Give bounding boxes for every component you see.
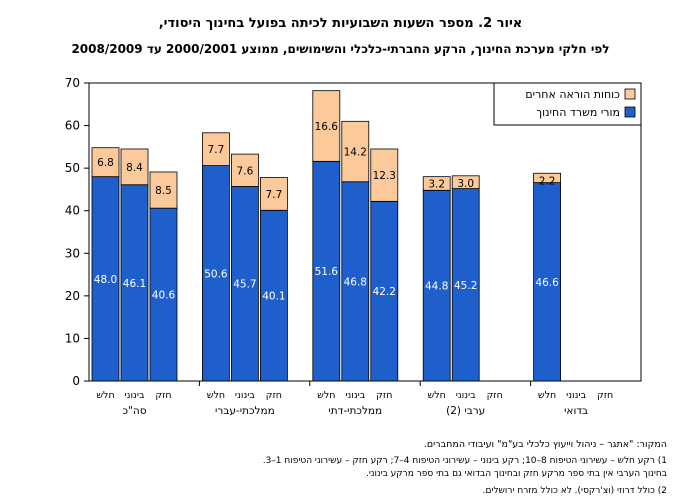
y-tick-label: 70 bbox=[65, 76, 80, 90]
data-label-base: 48.0 bbox=[94, 274, 117, 286]
y-tick-label: 50 bbox=[65, 161, 80, 175]
x-category-label: חלש bbox=[428, 390, 446, 401]
bar-base bbox=[312, 160, 341, 382]
data-label-top: 7.7 bbox=[266, 189, 283, 201]
bar-top bbox=[370, 148, 399, 202]
bar-top bbox=[120, 148, 149, 186]
x-category-label: חלש bbox=[538, 390, 556, 401]
bar-base bbox=[370, 200, 399, 382]
data-label-base: 50.6 bbox=[204, 268, 228, 280]
y-tick-label: 20 bbox=[65, 289, 80, 303]
bar-top bbox=[259, 177, 288, 211]
bar-base bbox=[91, 176, 120, 382]
stacked-bar-chart: 0 10 20 30 40 50 60 70 חלש 48.0 6.8 בינוני 46.1 8.4 חז… bbox=[65, 76, 642, 417]
data-label-top: 14.2 bbox=[344, 147, 367, 159]
data-label-base: 42.2 bbox=[373, 286, 396, 298]
bar-base bbox=[533, 182, 561, 382]
data-label-base: 45.2 bbox=[454, 280, 477, 292]
data-label-base: 46.1 bbox=[123, 278, 146, 290]
x-group-label: ממלכתי-דתי bbox=[328, 405, 382, 417]
data-label-top: 3.0 bbox=[457, 178, 474, 190]
x-group-label: סה"כ bbox=[122, 405, 146, 417]
x-category-label: חלש bbox=[317, 390, 335, 401]
legend-label: כוחות הוראה אחרים bbox=[525, 88, 620, 101]
chart-subtitle: לפי חלקי מערכת החינוך, הרקע החברתי-כלכלי… bbox=[71, 42, 610, 56]
source-note: המקור: "אתגר – ניהול וייעוץ כלכלי בע"מ" … bbox=[423, 439, 667, 450]
bar-base bbox=[422, 189, 451, 382]
data-label-base: 46.6 bbox=[535, 277, 559, 289]
legend-box bbox=[493, 82, 642, 126]
chart-title: איור 2. מספר השעות השבועיות לכיתה בפועל … bbox=[158, 16, 523, 31]
x-category-label: בינוני bbox=[345, 390, 365, 401]
legend-label: מורי משרד החינוך bbox=[536, 106, 620, 119]
bar-top bbox=[201, 132, 230, 166]
data-label-top: 2.2 bbox=[539, 175, 556, 187]
x-category-label: בינוני bbox=[125, 390, 145, 401]
data-label-base: 40.1 bbox=[262, 291, 285, 303]
x-category-label: חזק bbox=[597, 390, 613, 401]
y-tick-label: 0 bbox=[72, 374, 80, 388]
data-label-base: 40.6 bbox=[152, 290, 176, 302]
x-category-label: חזק bbox=[487, 390, 503, 401]
y-tick-label: 30 bbox=[65, 246, 80, 260]
data-label-top: 6.8 bbox=[97, 157, 114, 169]
bar-top bbox=[422, 176, 451, 191]
data-label-top: 8.5 bbox=[155, 185, 172, 197]
x-category-label: חזק bbox=[376, 390, 392, 401]
footnote-1-line-2: בחינוך הערבי אין בתי ספר מרקע חזק ובחינו… bbox=[366, 469, 667, 479]
x-group-label: בדואי bbox=[564, 405, 588, 417]
data-label-top: 7.7 bbox=[208, 144, 225, 156]
x-category-label: חלש bbox=[96, 390, 114, 401]
data-label-base: 45.7 bbox=[233, 279, 256, 291]
bar-top bbox=[312, 90, 341, 162]
data-label-base: 44.8 bbox=[425, 281, 448, 293]
x-category-label: חלש bbox=[207, 390, 225, 401]
data-label-top: 12.3 bbox=[373, 170, 396, 182]
x-category-label: חזק bbox=[155, 390, 171, 401]
data-label-base: 51.6 bbox=[315, 266, 339, 278]
footnote-1-line-1: 1) רקע חלש – עשירוני הטיפוח 8–10; רקע בי… bbox=[262, 456, 667, 466]
x-category-label: בינוני bbox=[235, 390, 255, 401]
bar-base bbox=[149, 207, 178, 382]
y-tick-label: 40 bbox=[65, 204, 80, 218]
legend-swatch bbox=[624, 106, 636, 118]
legend-swatch bbox=[624, 88, 636, 100]
data-label-top: 16.6 bbox=[315, 121, 339, 133]
bar-base bbox=[120, 184, 149, 382]
bar-base bbox=[451, 188, 480, 382]
bar-base bbox=[201, 165, 230, 382]
bar-top bbox=[451, 175, 480, 189]
bar-base bbox=[259, 209, 288, 382]
data-label-base: 46.8 bbox=[344, 276, 367, 288]
x-category-label: חזק bbox=[266, 390, 282, 401]
bar-base bbox=[341, 181, 370, 382]
bar-top bbox=[341, 120, 370, 183]
footnote-2: 2) כולל דרוזי (וצ'רקסי). לא כולל מזרח יר… bbox=[482, 486, 667, 496]
x-group-label: ערבי (2) bbox=[446, 405, 485, 417]
bar-top bbox=[91, 147, 120, 178]
bar-top bbox=[149, 171, 178, 209]
data-label-top: 7.6 bbox=[237, 165, 254, 177]
bar-top bbox=[533, 172, 561, 184]
y-tick-label: 60 bbox=[65, 119, 80, 133]
bar-base bbox=[230, 186, 259, 382]
x-group-label: ממלכתי-עברי bbox=[215, 405, 275, 417]
bar-top bbox=[230, 153, 259, 187]
y-tick-label: 10 bbox=[65, 331, 80, 345]
data-label-top: 8.4 bbox=[126, 162, 143, 174]
data-label-top: 3.2 bbox=[428, 179, 445, 191]
x-category-label: בינוני bbox=[566, 390, 586, 401]
x-category-label: בינוני bbox=[456, 390, 476, 401]
